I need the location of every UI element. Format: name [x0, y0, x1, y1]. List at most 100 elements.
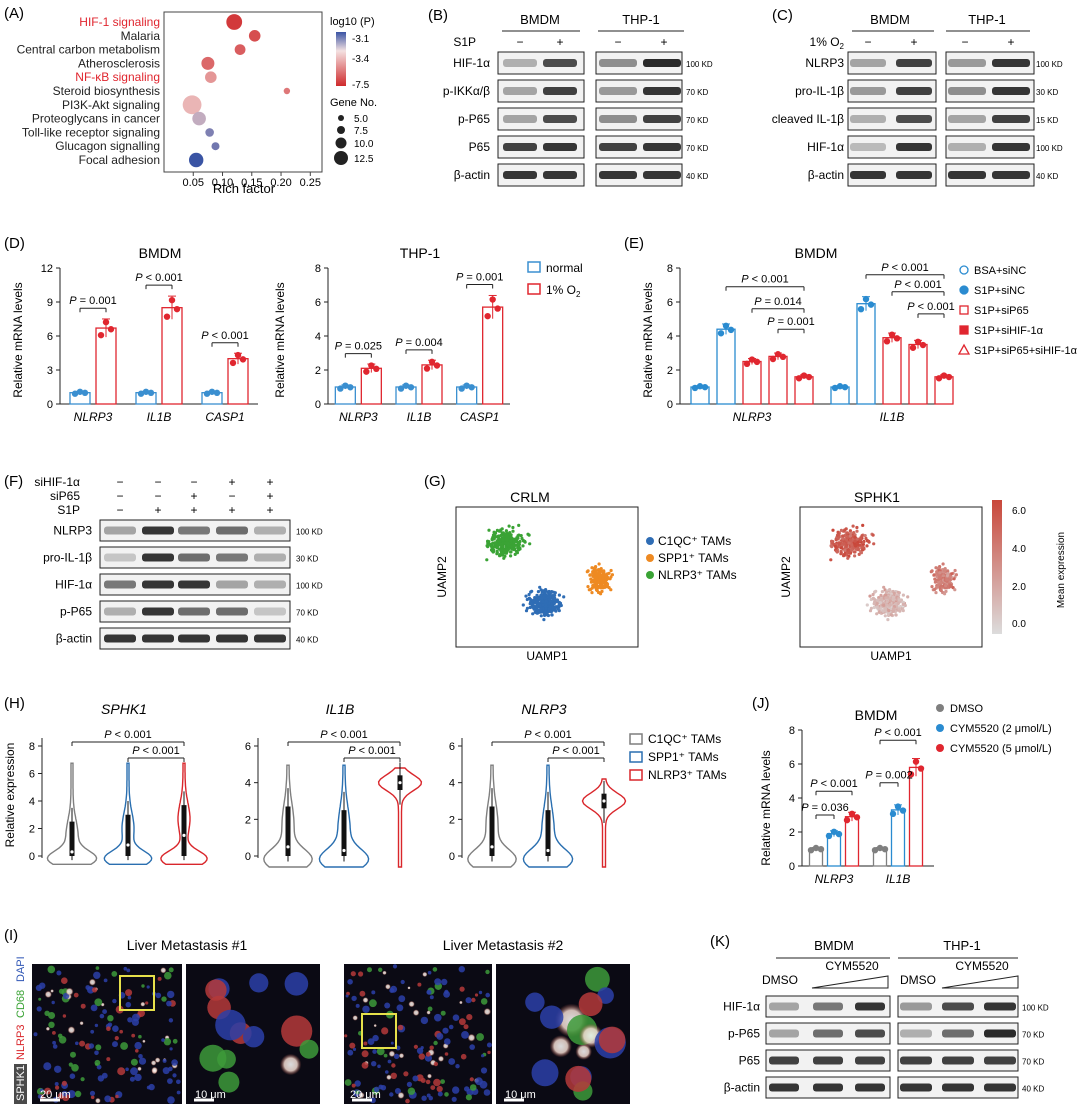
- cell: [120, 1042, 128, 1050]
- cell: [398, 1053, 405, 1059]
- data-point: [862, 295, 870, 303]
- cell-point: [588, 573, 592, 577]
- cell: [383, 1053, 388, 1058]
- data-point: [753, 358, 761, 366]
- cell: [448, 1024, 454, 1030]
- cell: [397, 1024, 404, 1031]
- data-point: [867, 301, 875, 308]
- cell-point: [934, 566, 938, 570]
- umap-frame: [799, 506, 983, 648]
- cell-point: [547, 607, 551, 611]
- cell: [471, 997, 476, 1003]
- cell-point: [861, 545, 865, 549]
- blot-box: [595, 79, 683, 103]
- cell: [249, 973, 269, 993]
- blot-band: [599, 59, 637, 67]
- blot-band: [104, 580, 136, 589]
- cell-point: [605, 583, 609, 587]
- y-axis-label: UAMP2: [779, 556, 793, 598]
- cell: [349, 1042, 356, 1049]
- blot-box: [595, 163, 683, 187]
- data-point: [342, 382, 349, 389]
- gene-label: NLRP3: [733, 410, 772, 424]
- data-point: [163, 313, 171, 320]
- cell-point: [884, 590, 889, 594]
- cell: [408, 1000, 415, 1008]
- pathway-label: NF-κB signaling: [75, 70, 160, 84]
- cell: [67, 1090, 76, 1099]
- cell: [440, 1010, 446, 1016]
- dot: [188, 152, 204, 168]
- x-ticks: 0.05 0.10 0.15 0.20 0.25: [183, 172, 321, 189]
- cell-point: [533, 610, 537, 614]
- cell-point: [501, 538, 505, 542]
- cell-point: [880, 590, 884, 594]
- blot-band: [643, 115, 681, 123]
- data-point: [795, 375, 803, 382]
- legend-dot: [936, 724, 944, 732]
- panel-a: (A) HIF-1 signaling Malaria Central carbon…: [0, 0, 380, 200]
- sign: +: [266, 503, 273, 517]
- blot-band: [104, 634, 136, 643]
- blot-label: β-actin: [808, 168, 844, 182]
- cell-point: [528, 605, 532, 610]
- pathway-label: Proteoglycans in cancer: [32, 112, 160, 126]
- cell-point: [509, 535, 513, 539]
- cell: [69, 1073, 76, 1079]
- treatment-label: 1% O2: [810, 35, 845, 51]
- sign: −: [228, 489, 235, 503]
- y-axis-label: Relative mRNA levels: [759, 750, 773, 865]
- blot-band: [142, 580, 174, 589]
- cell-point: [934, 591, 938, 595]
- cell: [61, 977, 68, 984]
- panel-i-letter: (I): [4, 927, 18, 944]
- blot-box: [847, 107, 937, 131]
- cell: [140, 1001, 146, 1007]
- cell-point: [877, 607, 881, 611]
- cell: [168, 967, 174, 973]
- cell-point: [839, 551, 843, 555]
- y-tick-label: 4: [449, 778, 455, 790]
- cell-point: [936, 566, 941, 570]
- data-point: [881, 845, 889, 853]
- blot-band: [643, 59, 681, 67]
- cell: [75, 1041, 79, 1046]
- panel-k-letter: (K): [710, 933, 730, 950]
- blot-band: [850, 143, 886, 151]
- cell: [441, 978, 448, 986]
- blot-band: [900, 1056, 932, 1065]
- bar-chart-bmdm: 0 3 6 9 12 NLRP3 P = 0.001 IL1B P < 0.001 CASP1 P …: [41, 263, 258, 424]
- cell: [480, 1067, 488, 1074]
- sign: +: [556, 35, 563, 49]
- median-point: [70, 850, 74, 854]
- cell: [151, 1066, 158, 1074]
- cell-point: [843, 548, 847, 552]
- cell-point: [494, 542, 498, 546]
- blot-band: [178, 607, 210, 616]
- cell: [358, 1092, 365, 1099]
- cell-point: [512, 540, 516, 544]
- cell-point: [849, 548, 854, 552]
- p-value-label: P < 0.001: [810, 778, 857, 790]
- cell: [549, 1035, 572, 1058]
- blot-band: [216, 553, 248, 562]
- p-value-label: P < 0.001: [320, 729, 367, 741]
- blot-box: [945, 107, 1035, 131]
- cell-point: [939, 588, 943, 593]
- cell: [172, 1073, 177, 1078]
- cell: [65, 987, 74, 996]
- panel-b: (B) BMDM THP-1 S1P − + − + HIF-1α 100 KD p…: [420, 0, 760, 200]
- expression-colorbar: [992, 500, 1002, 634]
- cell: [469, 1077, 474, 1082]
- gene-label: NLRP3: [74, 410, 113, 424]
- x-axis-label: UAMP1: [870, 649, 912, 663]
- stain-dapi: DAPI: [15, 956, 27, 982]
- cell: [400, 979, 405, 985]
- dot: [205, 71, 217, 83]
- blot-band: [643, 171, 681, 179]
- cell-point: [877, 596, 881, 600]
- data-point: [743, 360, 751, 368]
- cell: [171, 1059, 178, 1066]
- cell-point: [528, 602, 532, 606]
- blot-band: [543, 171, 577, 179]
